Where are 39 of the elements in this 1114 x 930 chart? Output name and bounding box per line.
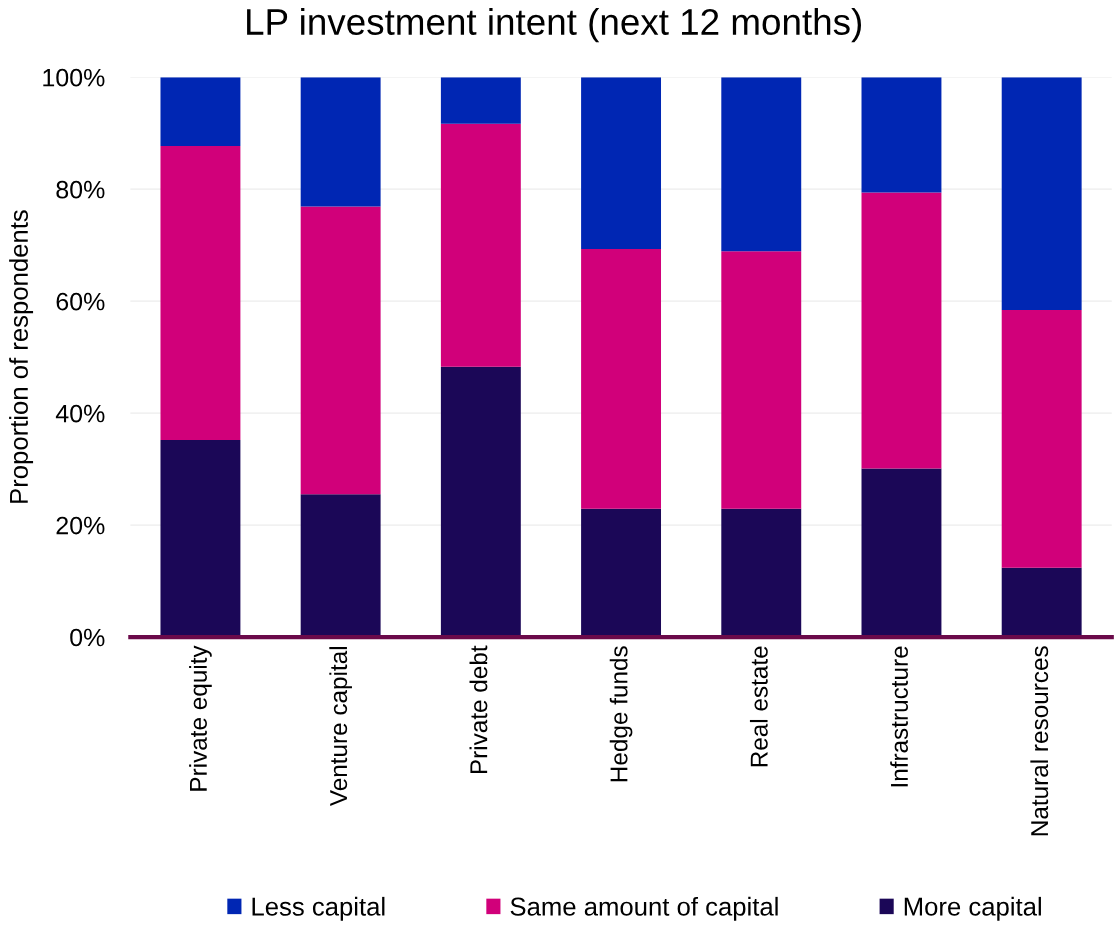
x-tick-label: Venture capital	[329, 647, 352, 807]
bar	[440, 123, 521, 367]
bar	[581, 77, 662, 250]
y-tick-label: 40%	[55, 404, 105, 423]
chart-title: LP investment intent (next 12 months)	[247, 7, 862, 43]
bar	[581, 508, 662, 638]
bar	[861, 192, 942, 469]
bar	[440, 77, 521, 124]
y-axis-title: Proportion of respondents	[9, 210, 34, 503]
x-tick-label: Infrastructure	[890, 646, 908, 787]
legend-label: Less capital	[252, 896, 385, 921]
y-tick-label: 20%	[56, 516, 105, 535]
bar	[300, 77, 381, 207]
bar	[160, 439, 241, 638]
bar	[160, 146, 241, 440]
bar	[581, 249, 662, 509]
x-tick-label: Natural resources	[1030, 646, 1049, 836]
bar	[861, 77, 942, 193]
bar	[440, 366, 521, 638]
y-tick-label: 100%	[43, 68, 105, 87]
x-tick-label: Private debt	[469, 645, 488, 774]
y-tick-label: 0%	[70, 628, 105, 647]
bar	[721, 508, 802, 638]
bar	[300, 494, 381, 638]
bar	[300, 206, 381, 495]
x-tick-label: Real estate	[749, 646, 768, 767]
bar	[160, 77, 241, 147]
bar	[1001, 77, 1082, 311]
legend-label: Same amount of capital	[510, 896, 778, 921]
y-tick-label: 60%	[56, 292, 105, 311]
bar	[1001, 567, 1082, 638]
bar	[861, 468, 942, 638]
x-tick-label: Private equity	[189, 645, 212, 791]
legend-label: More capital	[904, 896, 1041, 921]
x-tick-label: Hedge funds	[609, 646, 633, 782]
bar	[721, 251, 802, 509]
bar	[1001, 310, 1082, 568]
y-tick-label: 80%	[56, 180, 105, 199]
bar	[721, 77, 802, 252]
